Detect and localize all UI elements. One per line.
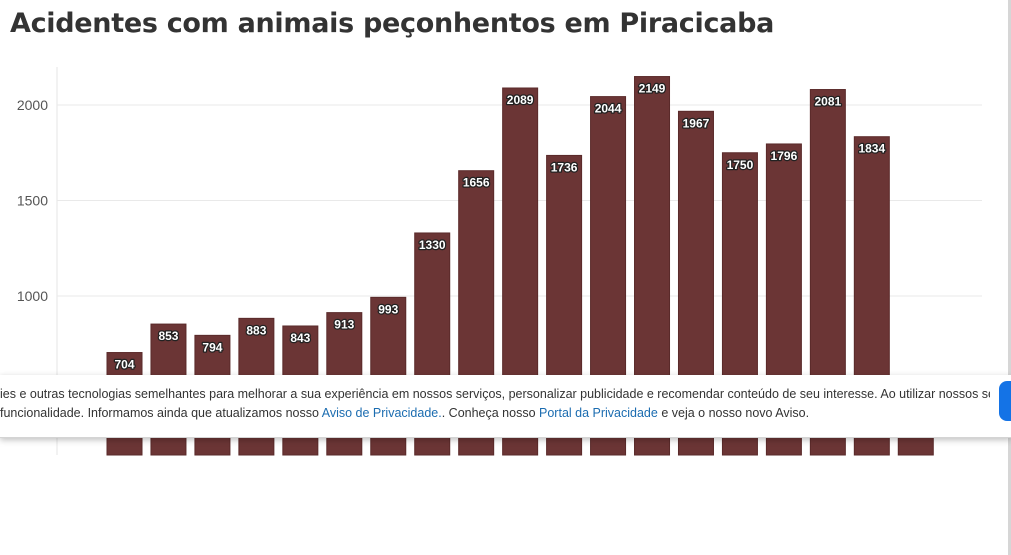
chart-title: Acidentes com animais peçonhentos em Pir… xyxy=(10,8,775,39)
cookie-accept-button[interactable] xyxy=(999,381,1011,421)
cookie-banner-text-prefix: funcionalidade. Informamos ainda que atu… xyxy=(0,406,322,420)
bar-value-label: 2081 xyxy=(815,95,842,109)
cookie-banner: ies e outras tecnologias semelhantes par… xyxy=(0,375,1011,438)
bar-value-label: 704 xyxy=(114,358,134,372)
cookie-banner-line-1: ies e outras tecnologias semelhantes par… xyxy=(0,387,990,401)
window-edge xyxy=(1008,0,1011,555)
bar-value-label: 1330 xyxy=(419,238,446,252)
cookie-banner-line-2: funcionalidade. Informamos ainda que atu… xyxy=(0,404,990,423)
bar-value-label: 1834 xyxy=(858,142,885,156)
bar-value-label: 1796 xyxy=(771,149,798,163)
cookie-banner-text-middle: . Conheça nosso xyxy=(441,406,540,420)
cookie-banner-text: ies e outras tecnologias semelhantes par… xyxy=(0,385,990,423)
bar-value-label: 883 xyxy=(246,323,266,337)
y-tick-label: 2000 xyxy=(17,97,48,113)
bar-value-label: 853 xyxy=(158,329,178,343)
privacy-notice-link[interactable]: Aviso de Privacidade. xyxy=(321,406,442,420)
bar-value-label: 794 xyxy=(202,340,222,354)
y-tick-label: 1500 xyxy=(17,193,48,209)
bar-value-label: 913 xyxy=(334,318,354,332)
bar-value-label: 843 xyxy=(290,331,310,345)
bar-value-label: 2149 xyxy=(639,82,666,96)
y-tick-label: 1000 xyxy=(17,288,48,304)
bar-value-label: 1967 xyxy=(683,116,710,130)
cookie-banner-text-suffix: e veja o nosso novo Aviso. xyxy=(657,406,810,420)
bar-value-label: 1736 xyxy=(551,160,578,174)
bar-value-label: 1750 xyxy=(727,158,754,172)
bar-value-label: 2044 xyxy=(595,102,622,116)
bar-value-label: 2089 xyxy=(507,93,534,107)
bar-value-label: 993 xyxy=(378,302,398,316)
privacy-portal-link[interactable]: Portal da Privacidade xyxy=(539,406,658,420)
bar-value-label: 1656 xyxy=(463,176,490,190)
